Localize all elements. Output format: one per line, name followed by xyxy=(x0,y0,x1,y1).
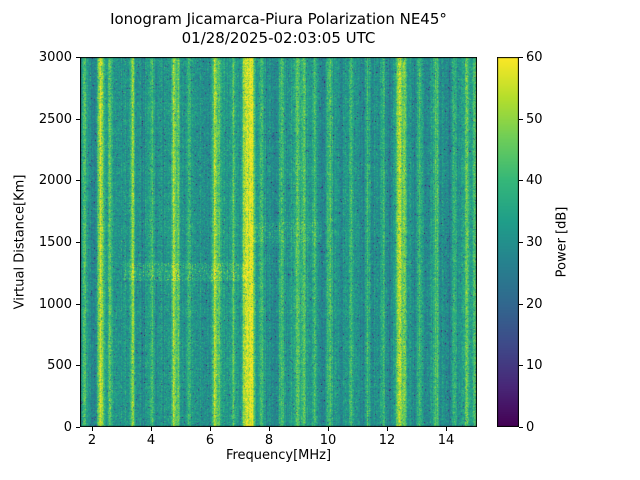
x-tick-mark xyxy=(210,427,211,431)
y-tick-label: 2000 xyxy=(38,173,72,188)
y-tick-label: 1500 xyxy=(38,235,72,250)
colorbar-tick-mark xyxy=(519,365,523,366)
colorbar-tick-mark xyxy=(519,180,523,181)
x-tick-mark xyxy=(92,427,93,431)
colorbar-tick-mark xyxy=(519,242,523,243)
x-tick-label: 6 xyxy=(205,433,215,448)
colorbar-tick-mark xyxy=(519,427,523,428)
y-tick-mark xyxy=(76,427,80,428)
heatmap-canvas xyxy=(80,57,477,427)
x-tick-label: 10 xyxy=(319,433,337,448)
colorbar-tick-label: 40 xyxy=(526,173,543,188)
x-tick-label: 4 xyxy=(146,433,156,448)
y-tick-label: 2500 xyxy=(38,112,72,127)
y-tick-mark xyxy=(76,119,80,120)
colorbar-tick-mark xyxy=(519,119,523,120)
y-tick-mark xyxy=(76,242,80,243)
x-tick-mark xyxy=(269,427,270,431)
y-axis-label: Virtual Distance[Km] xyxy=(12,174,28,310)
colorbar-tick-label: 20 xyxy=(526,297,543,312)
y-tick-label: 500 xyxy=(47,358,72,373)
x-axis-label: Frequency[MHz] xyxy=(225,448,332,463)
x-tick-mark xyxy=(151,427,152,431)
x-tick-label: 14 xyxy=(437,433,455,448)
y-tick-mark xyxy=(76,304,80,305)
y-tick-mark xyxy=(76,180,80,181)
colorbar-tick-mark xyxy=(519,57,523,58)
x-tick-label: 8 xyxy=(264,433,274,448)
colorbar-tick-label: 30 xyxy=(526,235,543,250)
chart-subtitle: 01/28/2025-02:03:05 UTC xyxy=(181,29,376,47)
x-tick-mark xyxy=(387,427,388,431)
y-tick-label: 1000 xyxy=(38,297,72,312)
colorbar-tick-label: 50 xyxy=(526,112,543,127)
colorbar-tick-label: 10 xyxy=(526,358,543,373)
y-tick-mark xyxy=(76,57,80,58)
y-tick-label: 3000 xyxy=(38,50,72,65)
colorbar-label: Power [dB] xyxy=(554,206,570,278)
colorbar-canvas xyxy=(497,57,519,427)
y-tick-label: 0 xyxy=(63,420,72,435)
x-tick-label: 12 xyxy=(378,433,396,448)
x-tick-label: 2 xyxy=(87,433,97,448)
colorbar-tick-label: 60 xyxy=(526,50,543,65)
chart-title: Ionogram Jicamarca-Piura Polarization NE… xyxy=(110,10,447,28)
colorbar-tick-label: 0 xyxy=(526,420,535,435)
x-tick-mark xyxy=(328,427,329,431)
x-tick-mark xyxy=(446,427,447,431)
y-tick-mark xyxy=(76,365,80,366)
colorbar-tick-mark xyxy=(519,304,523,305)
